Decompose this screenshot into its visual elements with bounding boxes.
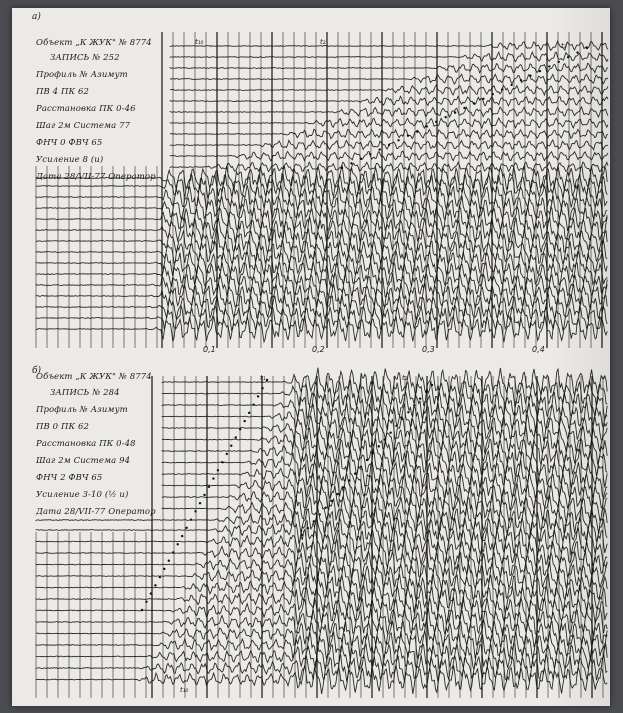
header-spread: Расстановка ПК 0-48 (36, 439, 136, 449)
wave-mark-b-2: t₂ (402, 374, 408, 382)
header-date: Дата 28/VII-77 Оператор (36, 507, 156, 517)
time-tick-0-4: 0,4 (532, 345, 545, 354)
wave-mark-a-3: t₃ (561, 42, 567, 50)
wave-mark-b-1: t₁ (260, 374, 266, 382)
header-shot: ПВ 4 ПК 62 (36, 87, 89, 97)
header-object: Объект „К ЖУК" № 8774 (36, 38, 152, 48)
header-profile: Профиль № Азимут (36, 405, 128, 415)
header-shot: ПВ 0 ПК 62 (36, 422, 89, 432)
panel-label-a: а) (32, 12, 41, 22)
header-profile: Профиль № Азимут (36, 70, 128, 80)
seismogram-record-b: б) Объект „К ЖУК" № 8774 ЗАПИСЬ № 284 Пр… (12, 360, 610, 706)
header-record: ЗАПИСЬ № 252 (50, 53, 120, 63)
seismogram-traces-b (35, 367, 608, 698)
header-step: Шаг 2м Система 77 (36, 121, 131, 131)
header-gain: Усиление 3-10 (½ и) (36, 490, 129, 500)
header-step: Шаг 2м Система 94 (36, 456, 131, 466)
wave-mark-a-2: t₂ (320, 38, 326, 46)
header-date: Дата 28/VII-77 Оператор (36, 172, 156, 182)
time-tick-0-3: 0,3 (422, 345, 435, 354)
wave-mark-a-1: t₁₀ (195, 38, 204, 46)
header-gain: Усиление 8 (и) (36, 155, 104, 165)
seismogram-page: а) Объект „К ЖУК" № 8774 ЗАПИСЬ № 252 Пр… (12, 8, 610, 706)
header-spread: Расстановка ПК 0-46 (36, 104, 136, 114)
header-filters: ФНЧ 2 ФВЧ 65 (36, 473, 103, 483)
header-record: ЗАПИСЬ № 284 (50, 388, 120, 398)
time-tick-0-1: 0,1 (203, 345, 216, 354)
header-filters: ФНЧ 0 ФВЧ 65 (36, 138, 103, 148)
wave-mark-b-3: t₁₀ (180, 686, 189, 694)
seismogram-record-a: а) Объект „К ЖУК" № 8774 ЗАПИСЬ № 252 Пр… (12, 8, 610, 360)
panel-label-b: б) (32, 366, 42, 376)
header-object: Объект „К ЖУК" № 8774 (36, 372, 152, 382)
time-tick-0-2: 0,2 (312, 345, 325, 354)
seismogram-traces-a (35, 32, 609, 348)
